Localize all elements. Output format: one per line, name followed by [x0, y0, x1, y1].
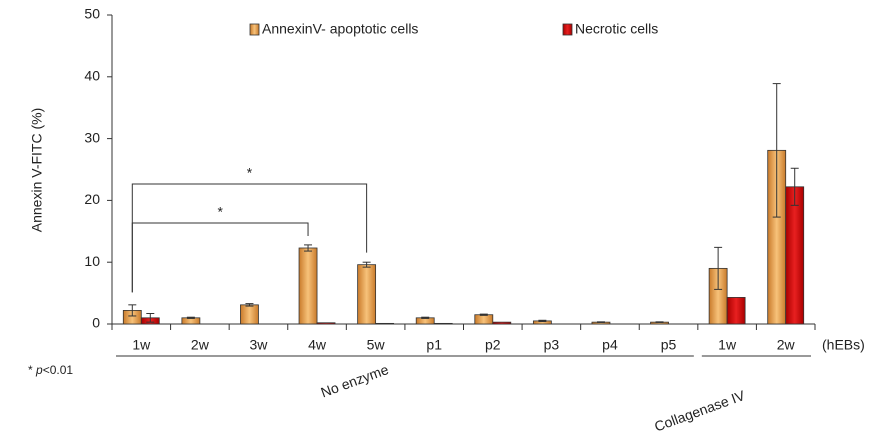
x-tick-label: 1w: [132, 337, 151, 353]
x-tick-label: p4: [602, 337, 618, 353]
x-tick-label: 4w: [308, 337, 327, 353]
error-bar: [128, 304, 137, 317]
y-tick-label: 40: [84, 68, 100, 84]
y-tick-label: 30: [84, 129, 100, 145]
y-tick-label: 20: [84, 191, 100, 207]
y-axis-label: Annexin V-FITC (%): [29, 108, 45, 232]
x-tick-label: 2w: [777, 337, 796, 353]
bar: [492, 321, 512, 325]
group-label: Collagenase IV: [652, 387, 747, 435]
legend-label: Necrotic cells: [575, 21, 658, 37]
error-bar: [304, 244, 313, 252]
x-tick-label: p2: [485, 337, 501, 353]
bar: [474, 314, 494, 325]
significance-bracket: [131, 222, 309, 293]
note: * p<0.01: [28, 363, 73, 377]
note-text: <0.01: [43, 363, 74, 377]
bar: [316, 322, 336, 325]
note-symbol: p: [35, 363, 43, 377]
error-bar: [790, 167, 799, 206]
error-bar: [538, 319, 547, 323]
bar: [726, 297, 746, 325]
significance-label: *: [247, 165, 253, 181]
error-bar: [772, 83, 781, 218]
error-bar: [146, 312, 155, 323]
x-tick-label: 5w: [367, 337, 386, 353]
x-tick-label: p5: [661, 337, 677, 353]
group-label: No enzyme: [319, 361, 391, 400]
legend-swatch: [249, 23, 260, 36]
y-tick-label: 10: [84, 253, 100, 269]
legend-swatch: [562, 23, 573, 36]
error-bar: [421, 316, 430, 319]
bar: [240, 304, 259, 325]
legend-label: AnnexinV- apoptotic cells: [262, 21, 418, 37]
y-tick-label: 50: [84, 6, 100, 22]
x-tick-label: 1w: [718, 337, 737, 353]
significance-label: *: [217, 204, 223, 220]
bar: [785, 186, 805, 325]
error-bar: [596, 321, 605, 323]
bar: [357, 264, 377, 325]
error-bar: [245, 303, 254, 307]
y-tick-label: 0: [92, 315, 100, 331]
bar: [375, 322, 395, 325]
error-bar: [479, 313, 488, 316]
bar: [298, 247, 318, 325]
significance-bracket: [131, 183, 368, 293]
error-bar: [186, 316, 195, 319]
x-tick-label: 3w: [250, 337, 269, 353]
x-tick-label: p3: [544, 337, 560, 353]
error-bar: [362, 261, 371, 268]
x-unit: (hEBs): [822, 337, 865, 353]
bar: [433, 322, 453, 325]
error-bar: [714, 246, 723, 290]
x-tick-label: p1: [426, 337, 442, 353]
error-bar: [655, 321, 664, 323]
note-marker: *: [28, 363, 33, 377]
x-tick-label: 2w: [191, 337, 210, 353]
